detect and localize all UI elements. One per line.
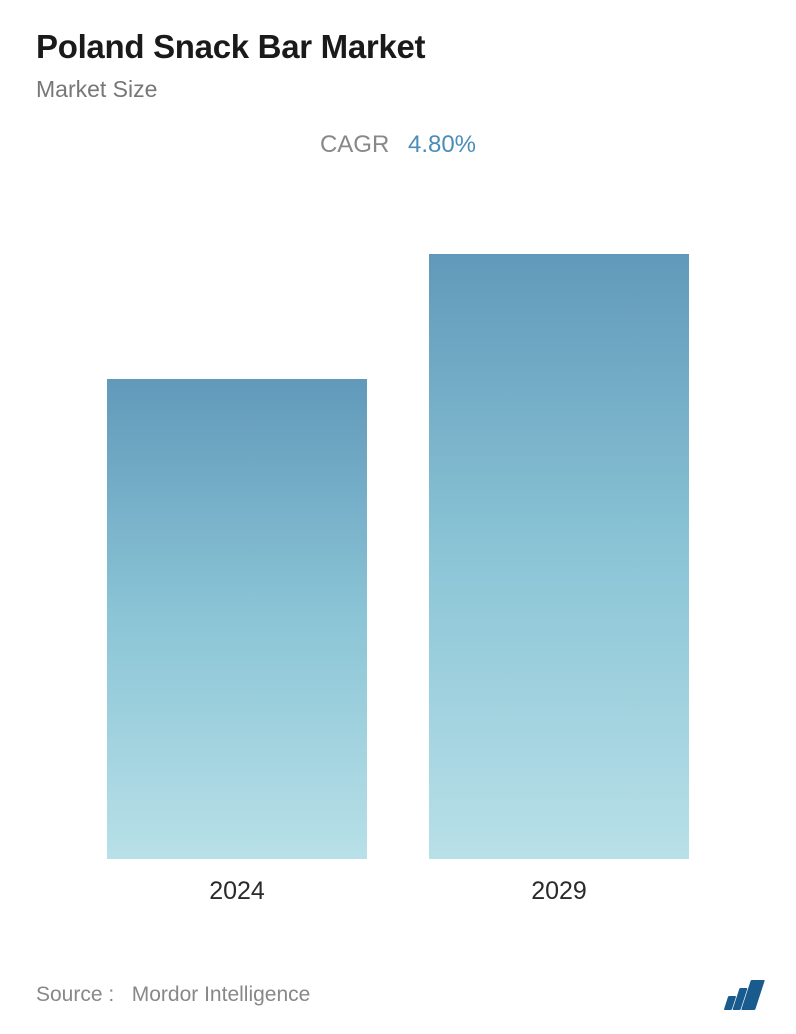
bar-group-1: [429, 254, 689, 859]
source-attribution: Source : Mordor Intelligence: [36, 983, 310, 1007]
source-name: Mordor Intelligence: [132, 983, 311, 1006]
bar-chart: [36, 229, 760, 859]
cagr-row: CAGR 4.80%: [36, 131, 760, 159]
source-label: Source :: [36, 983, 114, 1006]
mordor-logo-icon: [726, 980, 760, 1010]
x-label-1: 2029: [429, 877, 689, 906]
chart-title: Poland Snack Bar Market: [36, 28, 760, 66]
x-axis-labels: 2024 2029: [36, 859, 760, 906]
logo-bar-3: [741, 980, 765, 1010]
cagr-value: 4.80%: [408, 131, 476, 158]
bar-group-0: [107, 379, 367, 859]
cagr-label: CAGR: [320, 131, 389, 158]
x-label-0: 2024: [107, 877, 367, 906]
chart-subtitle: Market Size: [36, 76, 760, 103]
bar-1: [429, 254, 689, 859]
bar-0: [107, 379, 367, 859]
chart-footer: Source : Mordor Intelligence: [36, 980, 760, 1010]
